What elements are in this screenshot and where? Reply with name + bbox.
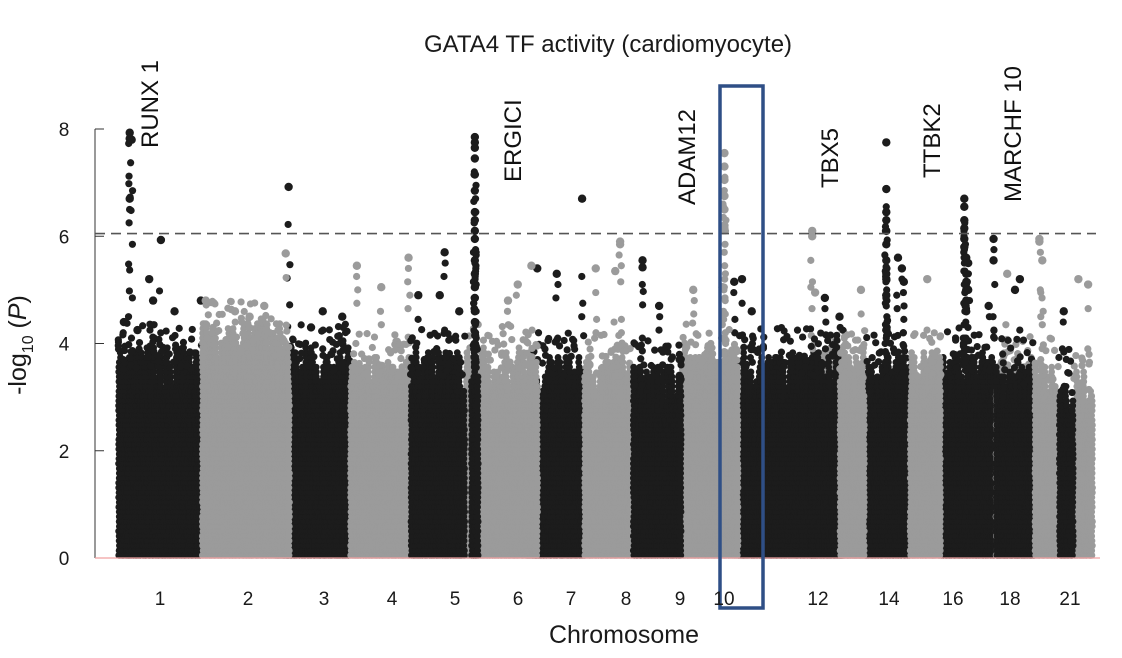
data-point [188, 335, 196, 343]
y-axis-label-subscript: 10 [20, 335, 37, 353]
data-point [169, 358, 178, 366]
data-point [165, 350, 173, 358]
peak-point [119, 317, 129, 327]
y-tick-label: 6 [59, 227, 70, 248]
data-point [127, 347, 135, 356]
peak-point [145, 274, 154, 284]
data-point [135, 345, 143, 353]
data-point [154, 357, 162, 365]
peak-point [127, 135, 136, 144]
peak-point [133, 325, 142, 335]
data-point [125, 287, 133, 295]
y-tick-label: 0 [59, 549, 70, 570]
y-tick-label: 2 [59, 442, 70, 463]
data-point [127, 159, 135, 167]
data-point [119, 355, 127, 364]
data-point [120, 365, 128, 373]
data-point [144, 353, 153, 361]
data-point [157, 329, 165, 337]
data-point [127, 334, 136, 342]
y-tick-label: 4 [59, 335, 70, 356]
peak-point [170, 307, 179, 316]
y-axis-label-prefix: -log [4, 353, 32, 395]
y-axis-label-italic: P [4, 303, 32, 320]
data-point [229, 325, 237, 332]
chart-title: GATA4 TF activity (cardiomyocyte) [424, 31, 792, 58]
data-point [186, 348, 194, 356]
data-point [171, 331, 179, 340]
data-point [114, 342, 122, 350]
peak-point [156, 235, 166, 245]
x-axis-label: Chromosome [549, 621, 699, 649]
data-point [125, 172, 133, 180]
data-point [171, 345, 180, 353]
y-axis-label-mid: ( [4, 319, 32, 335]
y-axis: 0 2 4 6 8 [59, 120, 104, 570]
data-point [179, 338, 188, 346]
y-axis-label-suffix: ) [4, 295, 32, 303]
data-point [128, 187, 137, 195]
data-point [156, 340, 164, 349]
data-point [126, 266, 134, 274]
data-point [119, 329, 127, 337]
data-point [132, 364, 140, 372]
y-tick-label: 8 [59, 120, 70, 141]
data-point [162, 358, 170, 367]
data-point [121, 342, 129, 350]
data-point [150, 321, 158, 329]
data-point [126, 205, 134, 214]
peak-point [148, 296, 158, 305]
data-point [128, 294, 136, 302]
peak-point [125, 194, 134, 203]
data-point [150, 334, 158, 342]
data-point [128, 240, 137, 248]
data-points [114, 128, 1096, 559]
data-point [125, 219, 133, 227]
data-point [175, 324, 183, 332]
data-point [177, 362, 185, 370]
data-point [125, 180, 133, 188]
data-point [135, 338, 144, 347]
data-point [147, 362, 155, 370]
data-point [188, 325, 196, 334]
y-axis-label: -log10 (P) [4, 295, 37, 395]
data-point [126, 354, 135, 362]
chromosome-1-points [114, 128, 206, 559]
data-point [155, 287, 164, 295]
data-point [150, 347, 158, 356]
